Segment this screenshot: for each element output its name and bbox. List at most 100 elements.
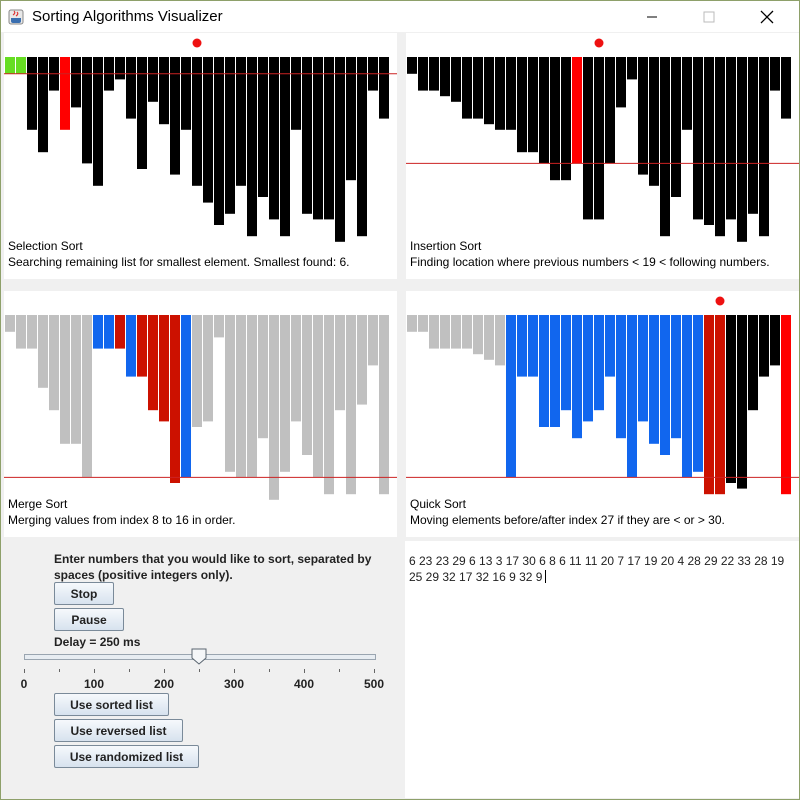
quick-sort-chart (406, 296, 799, 495)
panel-description: Finding location where previous numbers … (410, 255, 770, 269)
bar (203, 57, 213, 203)
bar (302, 315, 312, 455)
bar (203, 315, 213, 422)
panel-description: Searching remaining list for smallest el… (8, 255, 350, 269)
bar (671, 57, 681, 197)
bar (38, 315, 48, 388)
bar (550, 315, 560, 427)
bar (682, 57, 692, 130)
bar (335, 315, 345, 411)
panel-description: Moving elements before/after index 27 if… (410, 513, 725, 527)
bar (170, 315, 180, 483)
numbers-textarea[interactable]: 6 23 23 29 6 13 3 17 30 6 8 6 11 11 20 7… (405, 541, 799, 798)
bar (148, 315, 158, 411)
slider-tick-label: 400 (293, 677, 315, 691)
bar (27, 315, 37, 349)
bar (627, 315, 637, 478)
bar (71, 57, 81, 108)
bar (313, 57, 323, 220)
merge-sort-panel: Merge Sort Merging values from index 8 t… (4, 291, 397, 537)
bar (38, 57, 48, 153)
bar (726, 315, 736, 483)
bar (429, 57, 439, 91)
bar (302, 57, 312, 214)
slider-tick-label: 100 (83, 677, 105, 691)
use-sorted-list-button[interactable]: Use sorted list (54, 693, 169, 716)
bar (517, 57, 527, 153)
pause-button[interactable]: Pause (54, 608, 124, 631)
bar (638, 57, 648, 175)
bar (159, 315, 169, 422)
bar (236, 57, 246, 186)
insertion-sort-panel: Insertion Sort Finding location where pr… (406, 33, 799, 279)
window-title: Sorting Algorithms Visualizer (32, 8, 223, 25)
bar (214, 57, 224, 225)
bar (407, 315, 417, 332)
bar (748, 57, 758, 214)
bar (93, 57, 103, 186)
minimize-icon (647, 16, 657, 17)
bar (781, 57, 791, 119)
java-app-icon (8, 9, 24, 25)
bar (82, 57, 92, 164)
slider-tick (199, 669, 200, 672)
bar (170, 57, 180, 175)
bar (605, 57, 615, 164)
bar (693, 57, 703, 220)
bar (484, 315, 494, 360)
bar (247, 315, 257, 478)
bar (181, 315, 191, 478)
bar (258, 315, 268, 439)
bar (335, 57, 345, 242)
slider-tick (234, 669, 235, 673)
bar (528, 315, 538, 377)
slider-tick-label: 300 (223, 677, 245, 691)
bar (495, 315, 505, 366)
bar (781, 315, 791, 495)
use-reversed-list-button[interactable]: Use reversed list (54, 719, 183, 742)
bar (462, 57, 472, 119)
panel-title: Selection Sort (8, 239, 83, 253)
text-caret (545, 570, 547, 583)
delay-slider-thumb[interactable] (191, 648, 207, 665)
minimize-button[interactable] (629, 1, 675, 32)
bar (726, 57, 736, 220)
slider-tick-label: 0 (20, 677, 28, 691)
bar (269, 315, 279, 500)
bar (60, 57, 70, 130)
bar (528, 57, 538, 153)
bar (258, 57, 268, 197)
bar (291, 315, 301, 422)
index-marker (715, 296, 725, 306)
bar (462, 315, 472, 349)
bar (715, 315, 725, 495)
stop-button[interactable]: Stop (54, 582, 114, 605)
bar (115, 57, 125, 80)
bar (627, 57, 637, 80)
bar (82, 315, 92, 478)
bar (225, 315, 235, 472)
title-bar: Sorting Algorithms Visualizer (1, 1, 799, 32)
bar (704, 57, 714, 225)
bar (429, 315, 439, 349)
bar (379, 57, 389, 119)
bar (60, 315, 70, 444)
use-randomized-list-button[interactable]: Use randomized list (54, 745, 199, 768)
bar (407, 57, 417, 74)
bar (192, 57, 202, 186)
bar (418, 57, 428, 91)
bar (616, 57, 626, 108)
bar (539, 315, 549, 427)
bar (682, 315, 692, 478)
bar (748, 315, 758, 411)
maximize-button[interactable] (686, 1, 732, 32)
bar (269, 57, 279, 220)
bar (451, 315, 461, 349)
bar (71, 315, 81, 444)
bar (357, 315, 367, 405)
bar (5, 57, 15, 74)
bar (192, 315, 202, 427)
bar (126, 57, 136, 119)
close-button[interactable] (744, 1, 790, 32)
